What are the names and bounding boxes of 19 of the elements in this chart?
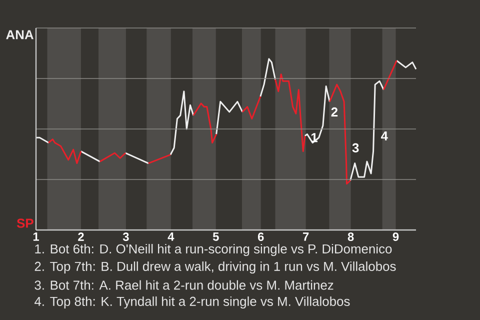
x-tick-label: 9 xyxy=(392,232,399,241)
text: ANA xyxy=(6,30,34,40)
annotation: 3 xyxy=(352,143,359,152)
text: SP xyxy=(16,218,34,228)
annotation: 4 xyxy=(380,131,388,140)
x-tick-label: 6 xyxy=(258,232,264,241)
text: 3. Bot 7th: A. Rael hit a 2-run double vs M. Martinez xyxy=(34,280,334,290)
annotation: 1 xyxy=(311,133,318,142)
x-tick-label: 1 xyxy=(33,232,39,241)
x-tick-label: 7 xyxy=(303,232,309,241)
x-tick-label: 5 xyxy=(212,232,219,241)
x-tick-label: 8 xyxy=(348,232,354,241)
x-tick-label: 3 xyxy=(122,232,129,242)
x-tick-label: 4 xyxy=(168,232,174,241)
text: 2. Top 7th: B. Dull drew a walk, driving in 1 run vs M. Villalobos xyxy=(34,261,396,274)
annotation: 2 xyxy=(331,107,338,116)
text: 1. Bot 6th: D. O'Neill hit a run-scoring single vs P. DiDomenico xyxy=(35,244,392,256)
text: 4. Top 8th: K. Tyndall hit a 2-run single vs M. Villalobos xyxy=(34,296,350,309)
x-tick-label: 2 xyxy=(78,232,84,241)
